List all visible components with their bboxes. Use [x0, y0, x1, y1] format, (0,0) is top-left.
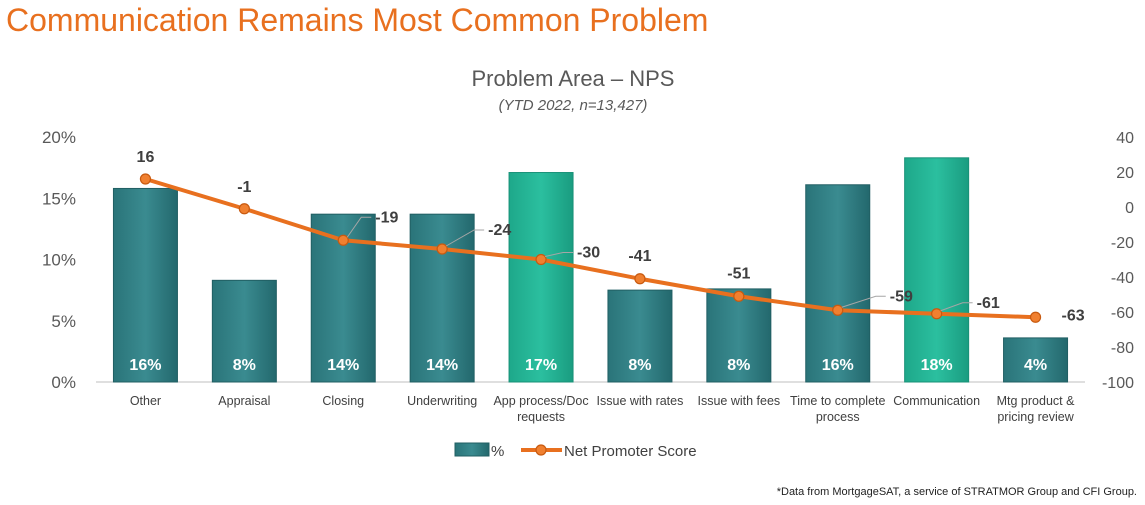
bar-value-label: 18%: [921, 357, 953, 374]
x-category-label: process: [816, 410, 860, 424]
y-left-tick-label: 20%: [42, 128, 76, 147]
nps-leader-line: [544, 252, 574, 257]
chart-title: Problem Area – NPS: [472, 66, 675, 91]
bar-value-label: 8%: [727, 357, 750, 374]
nps-value-label: -63: [1062, 307, 1085, 324]
bar-value-label: 4%: [1024, 357, 1047, 374]
nps-point: [832, 304, 844, 316]
x-category-label: pricing review: [997, 410, 1074, 424]
y-right-tick-label: -20: [1111, 235, 1134, 252]
y-left-tick-label: 15%: [42, 189, 76, 208]
y-right-tick-label: 20: [1116, 165, 1134, 182]
x-category-label: Issue with fees: [698, 394, 781, 408]
legend-swatch-percent: [454, 442, 490, 457]
x-category-label: Underwriting: [407, 394, 477, 408]
y-left-tick-label: 10%: [42, 251, 76, 270]
bar-value-label: 14%: [327, 357, 359, 374]
x-category-label: Closing: [322, 394, 364, 408]
x-category-label: Issue with rates: [597, 394, 684, 408]
bar-value-label: 16%: [822, 357, 854, 374]
nps-point: [238, 203, 250, 215]
bar-value-label: 8%: [233, 357, 256, 374]
nps-value-label: -61: [977, 295, 1000, 312]
footnote: *Data from MortgageSAT, a service of STR…: [776, 486, 1137, 498]
x-category-label: Time to complete: [790, 394, 885, 408]
nps-point: [337, 234, 349, 246]
y-left-tick-label: 0%: [51, 373, 76, 392]
bar-percent: [409, 213, 475, 383]
y-right-tick-label: 0: [1125, 200, 1134, 217]
y-right-tick-label: -40: [1111, 270, 1134, 287]
nps-line: [144, 177, 1036, 320]
nps-point: [436, 243, 448, 255]
x-category-label: requests: [517, 410, 565, 424]
nps-value-label: -1: [237, 179, 251, 196]
x-category-label: Communication: [893, 394, 980, 408]
nps-point: [139, 173, 152, 185]
bar-percent: [904, 157, 970, 383]
x-category-label: Other: [130, 394, 161, 408]
nps-leader-line: [445, 229, 485, 247]
bar-value-label: 16%: [129, 357, 161, 374]
nps-value-label: -24: [488, 222, 511, 239]
y-right-tick-label: -60: [1111, 305, 1134, 322]
bar-value-label: 17%: [525, 357, 557, 374]
bar-percent: [1003, 337, 1069, 383]
legend-label-nps: Net Promoter Score: [564, 443, 697, 460]
bar-percent: [706, 288, 772, 383]
chart-subtitle: (YTD 2022, n=13,427): [499, 97, 648, 114]
y-right-tick-label: -80: [1111, 340, 1134, 357]
nps-value-label: -30: [577, 245, 600, 262]
nps-value-label: -41: [628, 248, 651, 265]
nps-point: [733, 290, 745, 302]
y-right-tick-label: 40: [1116, 130, 1134, 147]
nps-leader-line: [841, 295, 886, 308]
bar-value-label: 8%: [628, 357, 651, 374]
nps-point: [1029, 311, 1042, 323]
nps-leader-line: [940, 302, 973, 312]
nps-point: [634, 273, 646, 285]
bar-percent: [211, 279, 277, 383]
y-left-tick-label: 5%: [51, 312, 76, 331]
bar-value-label: 14%: [426, 357, 458, 374]
x-category-label: App process/Doc: [493, 394, 588, 408]
nps-point: [931, 308, 943, 320]
bar-percent: [607, 289, 673, 383]
nps-value-label: -59: [890, 288, 913, 305]
bar-percent: [805, 184, 871, 383]
x-category-label: Appraisal: [218, 394, 270, 408]
nps-value-label: 16: [137, 149, 155, 166]
bar-percent: [508, 172, 574, 383]
legend-swatch-nps-marker: [535, 444, 547, 456]
nps-leader-line: [346, 216, 372, 238]
nps-point: [535, 253, 547, 266]
bar-percent: [112, 187, 178, 383]
legend-label-percent: %: [491, 443, 504, 460]
nps-value-label: -19: [375, 209, 398, 226]
y-right-tick-label: -100: [1102, 375, 1134, 392]
nps-value-label: -51: [727, 265, 750, 282]
page-title: Communication Remains Most Common Proble…: [6, 2, 709, 38]
x-category-label: Mtg product &: [997, 394, 1075, 408]
